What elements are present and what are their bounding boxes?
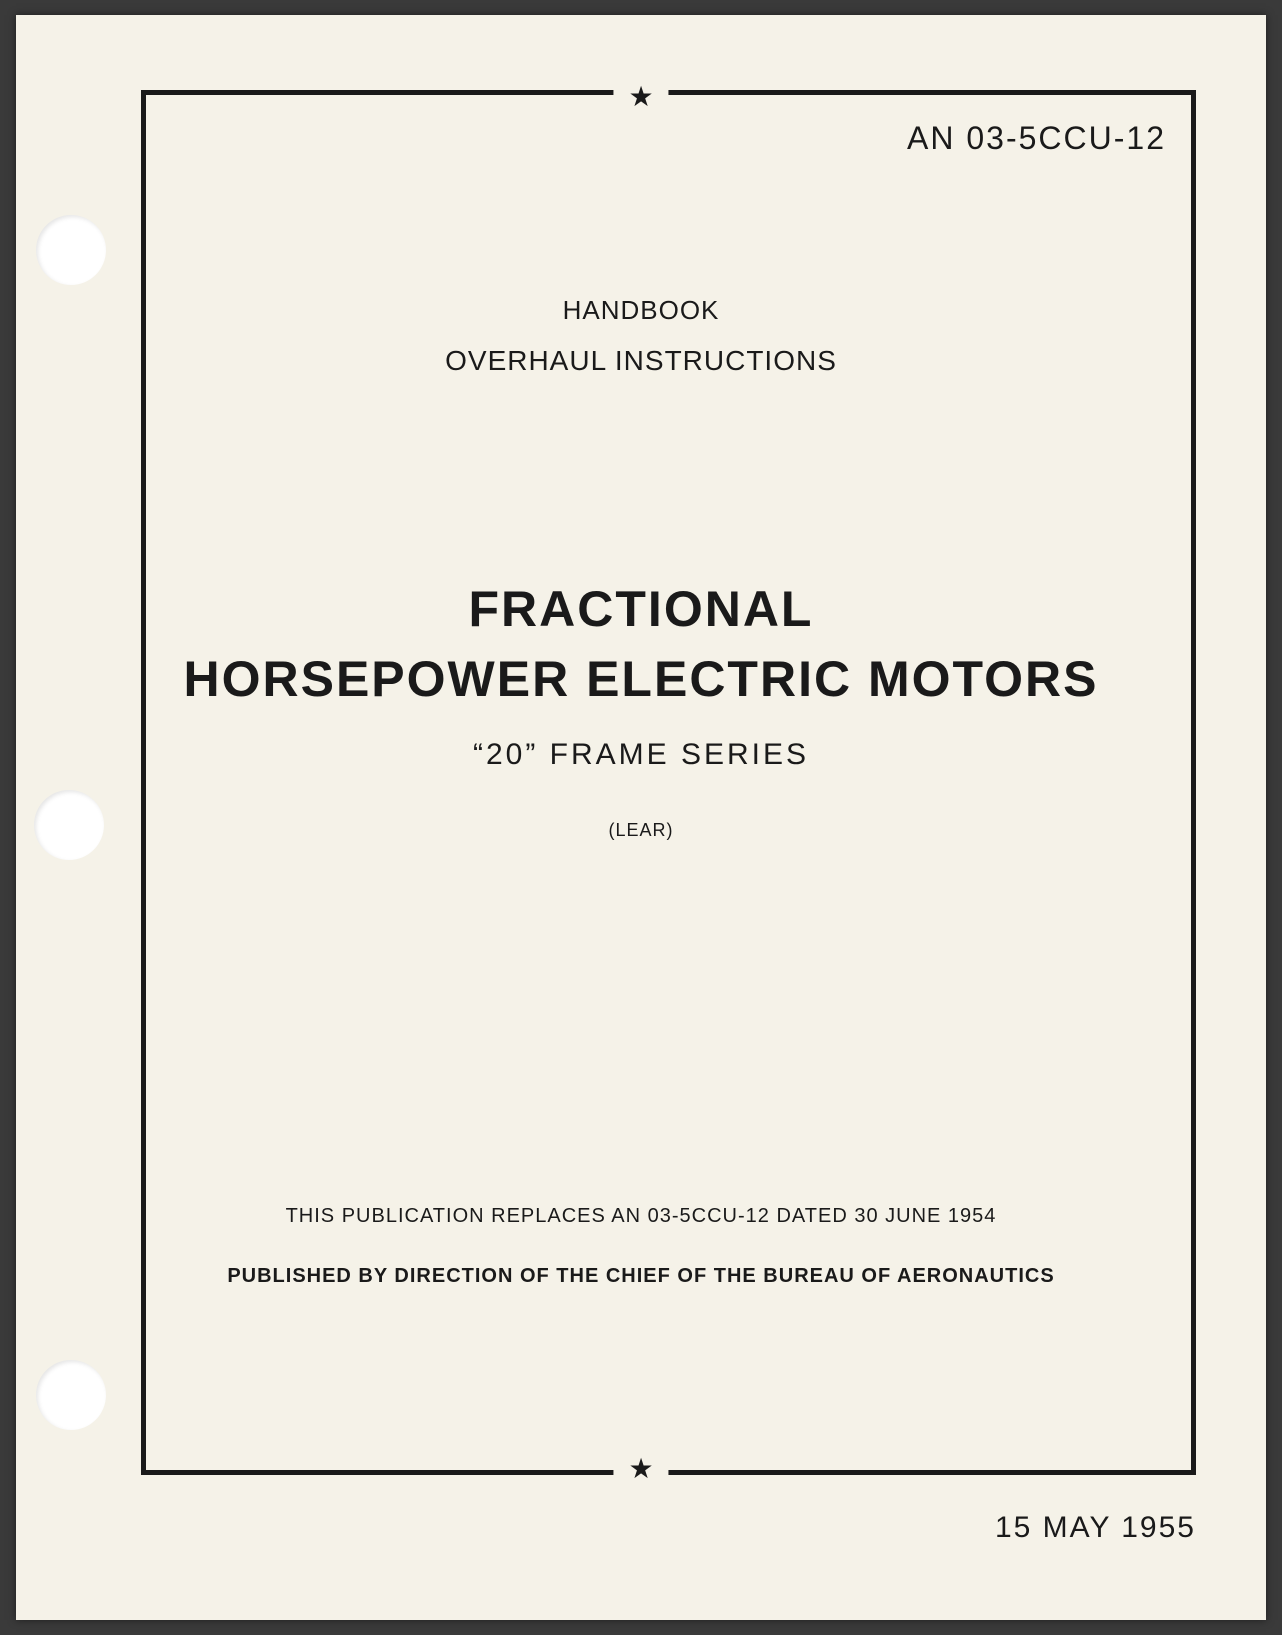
main-title-line1: FRACTIONAL <box>16 580 1266 638</box>
document-number: AN 03-5CCU-12 <box>907 120 1166 157</box>
overhaul-instructions-label: OVERHAUL INSTRUCTIONS <box>16 345 1266 377</box>
punch-hole <box>36 1360 106 1430</box>
publication-date: 15 MAY 1955 <box>995 1511 1196 1545</box>
manufacturer-label: (LEAR) <box>16 820 1266 841</box>
punch-hole <box>36 215 106 285</box>
star-icon-bottom: ★ <box>613 1452 668 1485</box>
published-by-note: PUBLISHED BY DIRECTION OF THE CHIEF OF T… <box>16 1265 1266 1288</box>
frame-series-subtitle: “20” FRAME SERIES <box>16 738 1266 772</box>
main-title-line2: HORSEPOWER ELECTRIC MOTORS <box>16 650 1266 708</box>
document-page: ★ ★ AN 03-5CCU-12 HANDBOOK OVERHAUL INST… <box>16 15 1266 1620</box>
star-icon-top: ★ <box>613 80 668 113</box>
handbook-label: HANDBOOK <box>16 295 1266 326</box>
replaces-note: THIS PUBLICATION REPLACES AN 03-5CCU-12 … <box>16 1205 1266 1228</box>
